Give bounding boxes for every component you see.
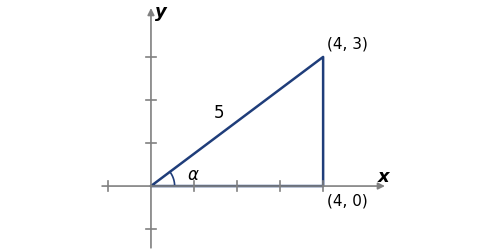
Text: (4, 3): (4, 3) bbox=[327, 37, 368, 52]
Text: (4, 0): (4, 0) bbox=[327, 194, 367, 209]
Text: y: y bbox=[154, 3, 166, 21]
Text: 5: 5 bbox=[214, 104, 224, 122]
Text: α: α bbox=[187, 166, 198, 184]
Text: x: x bbox=[377, 168, 389, 185]
